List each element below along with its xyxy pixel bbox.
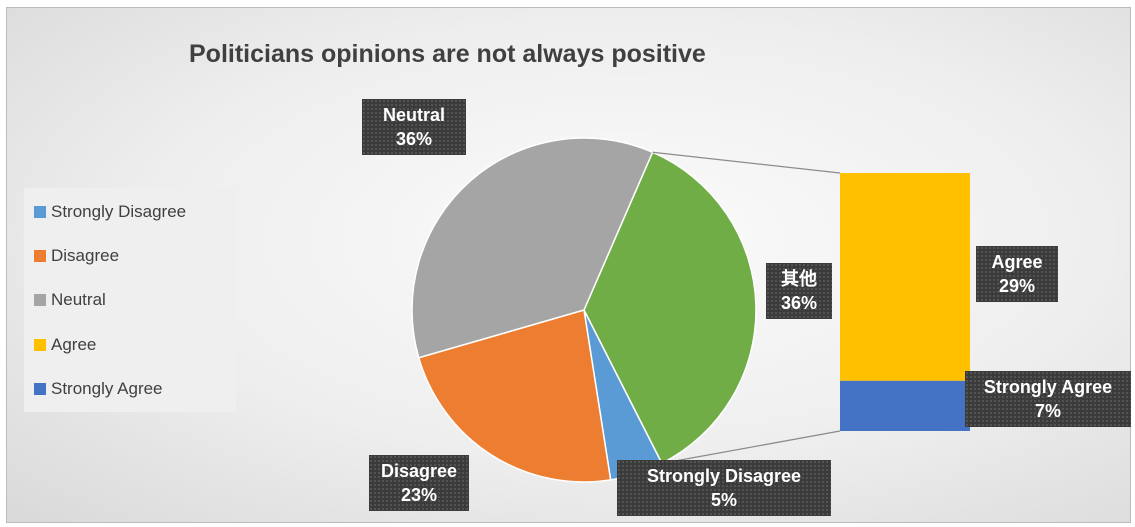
data-label-value: 29% xyxy=(998,276,1036,296)
pie-slice-disagree[interactable] xyxy=(417,309,612,483)
chart-title: Politicians opinions are not always posi… xyxy=(189,40,706,68)
legend-item-disagree[interactable]: Disagree xyxy=(34,244,119,268)
data-label-value: 5% xyxy=(710,490,737,510)
legend-swatch-icon xyxy=(34,250,46,262)
data-label-strongly-agree: Strongly Agree 7% xyxy=(965,371,1131,427)
connector-line-top xyxy=(652,151,841,174)
legend-label: Agree xyxy=(51,335,97,354)
legend-swatch-icon xyxy=(34,294,46,306)
connector-line-bottom xyxy=(661,430,841,465)
legend-item-neutral[interactable]: Neutral xyxy=(34,288,106,312)
pie-slice-其他[interactable] xyxy=(583,151,757,465)
data-label-strongly-disagree: Strongly Disagree 5% xyxy=(617,460,831,516)
data-label-name: Strongly Agree xyxy=(983,377,1113,397)
data-label-name: Neutral xyxy=(382,105,445,125)
legend-swatch-icon xyxy=(34,383,46,395)
data-label-disagree: Disagree 23% xyxy=(369,455,469,511)
data-label-name: Disagree xyxy=(380,461,458,481)
legend-item-strongly-agree[interactable]: Strongly Agree xyxy=(34,377,163,401)
legend-swatch-icon xyxy=(34,206,46,218)
legend-label: Disagree xyxy=(51,246,120,265)
data-label-name: Agree xyxy=(991,252,1043,272)
bar-segment-agree[interactable] xyxy=(840,173,970,381)
data-label-value: 7% xyxy=(1034,401,1061,421)
data-label-other: 其他 36% xyxy=(766,263,832,319)
data-label-name: Strongly Disagree xyxy=(646,466,802,486)
legend-swatch-icon xyxy=(34,339,46,351)
data-label-value: 23% xyxy=(400,485,438,505)
data-label-value: 36% xyxy=(395,129,433,149)
data-label-name: 其他 xyxy=(781,269,817,289)
data-label-value: 36% xyxy=(780,293,818,313)
legend: Strongly Disagree Disagree Neutral Agree… xyxy=(24,188,236,412)
legend-label: Neutral xyxy=(51,290,106,309)
bar-segment-strongly-agree[interactable] xyxy=(840,380,970,431)
legend-label: Strongly Disagree xyxy=(51,202,187,221)
legend-label: Strongly Agree xyxy=(51,379,163,398)
legend-item-agree[interactable]: Agree xyxy=(34,333,96,357)
legend-item-strongly-disagree[interactable]: Strongly Disagree xyxy=(34,200,186,224)
data-label-agree: Agree 29% xyxy=(976,246,1058,302)
pie-slice-neutral[interactable] xyxy=(411,137,654,359)
data-label-neutral: Neutral 36% xyxy=(362,99,466,155)
